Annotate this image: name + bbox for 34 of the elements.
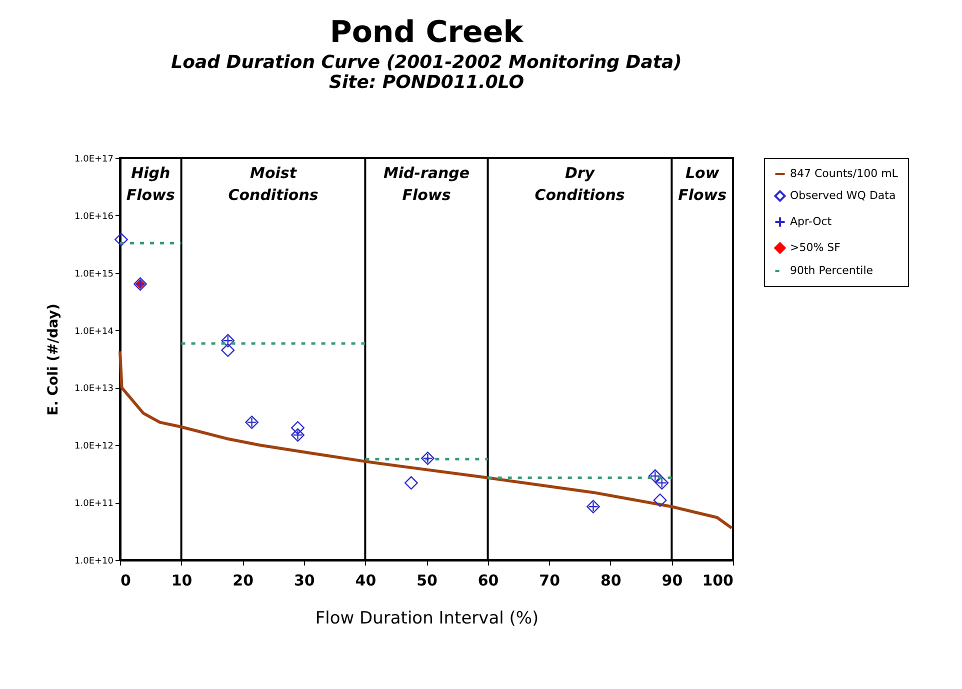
y-tick-label: 1.0E+14 <box>74 326 114 337</box>
legend-label: >50% SF <box>790 241 840 254</box>
annotation: Dry Conditions <box>534 164 625 204</box>
x-axis-title: Flow Duration Interval (%) <box>315 608 539 628</box>
annotation: Moist Conditions <box>228 164 318 204</box>
legend-label: Observed WQ Data <box>790 189 896 202</box>
x-tick-label: 0 <box>120 572 131 590</box>
legend-label: 90th Percentile <box>790 264 874 277</box>
x-tick-label: 90 <box>662 572 683 590</box>
x-tick-label: 10 <box>171 572 192 590</box>
annotation: High Flows <box>126 164 175 204</box>
chart-title: Pond Creek <box>330 15 524 50</box>
y-tick-label: 1.0E+15 <box>74 269 114 280</box>
x-tick-label: 80 <box>600 572 622 590</box>
legend-label: 847 Counts/100 mL <box>790 167 899 180</box>
annotation: Low Flows <box>678 164 727 204</box>
annotation: Mid-range Flows <box>383 164 470 204</box>
text: Site: POND011.0LO <box>329 72 524 93</box>
legend-label: Apr-Oct <box>790 215 832 228</box>
x-tick-label: 50 <box>416 572 438 590</box>
y-tick-label: 1.0E+12 <box>74 442 114 452</box>
x-tick-label: 40 <box>355 572 376 590</box>
x-tick-label: 30 <box>294 572 315 590</box>
x-tick-label: 100 <box>702 572 734 590</box>
y-tick-label: 1.0E+13 <box>74 384 114 394</box>
text: Load Duration Curve (2001-2002 Monitoring Data) <box>171 52 682 73</box>
x-tick-label: 70 <box>539 572 560 590</box>
y-tick-label: 1.0E+11 <box>74 499 114 510</box>
x-tick-label: 20 <box>232 572 254 590</box>
y-axis-title: E. Coli (#/day) <box>46 304 62 416</box>
y-tick-label: 1.0E+10 <box>74 556 114 566</box>
x-tick-label: 60 <box>478 572 499 590</box>
y-tick-label: 1.0E+17 <box>74 154 114 164</box>
y-tick-label: 1.0E+16 <box>74 212 114 222</box>
